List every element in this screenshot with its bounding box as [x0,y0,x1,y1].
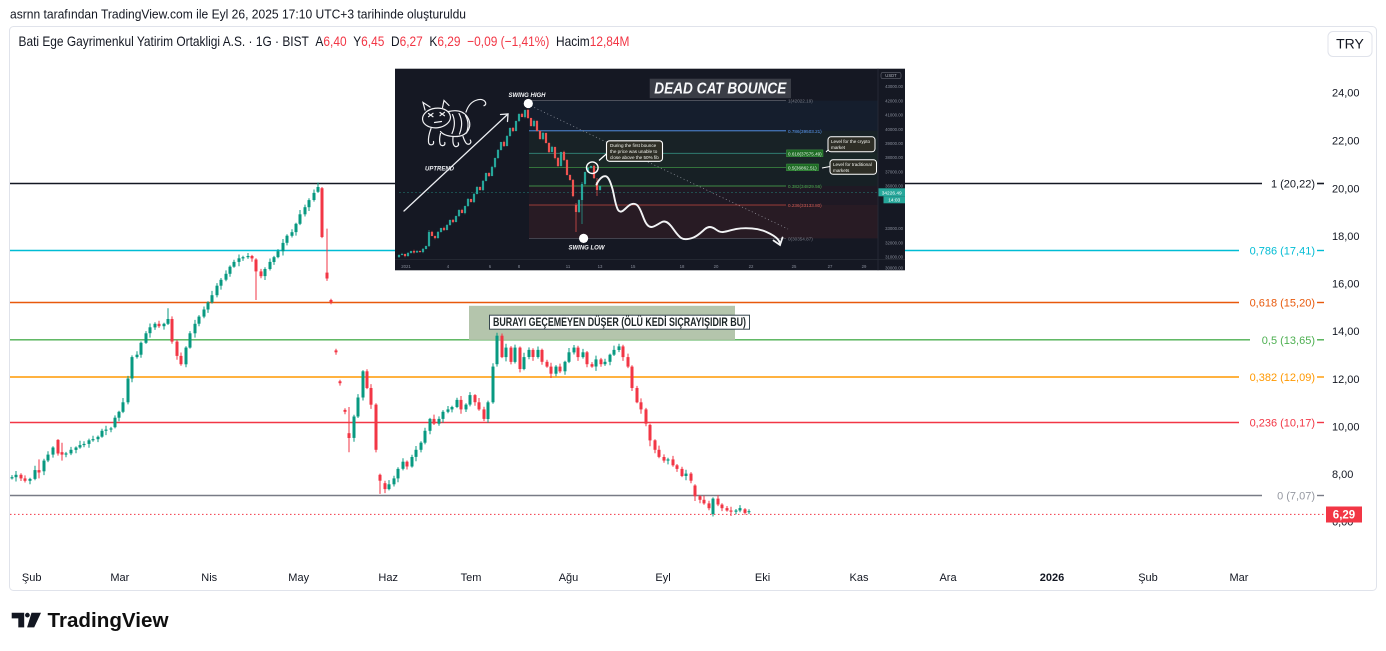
svg-text:27: 27 [828,264,833,269]
svg-text:Ara: Ara [939,572,957,584]
svg-text:DEAD CAT BOUNCE: DEAD CAT BOUNCE [654,81,787,98]
svg-text:12,00: 12,00 [1332,374,1360,386]
svg-text:Mar: Mar [110,572,129,584]
svg-text:2026: 2026 [1040,572,1064,584]
svg-text:20: 20 [714,264,719,269]
svg-text:0,236 (10,17): 0,236 (10,17) [1250,418,1315,430]
svg-text:UPTREND: UPTREND [425,167,455,173]
svg-text:4: 4 [447,264,450,269]
svg-text:13: 13 [598,264,603,269]
svg-text:Level for traditional: Level for traditional [833,162,872,167]
svg-text:Mar: Mar [1230,572,1249,584]
svg-text:0.618(37575.49): 0.618(37575.49) [788,151,822,156]
svg-text:SWING LOW: SWING LOW [569,246,606,252]
svg-text:TRY: TRY [1336,36,1364,52]
svg-text:Bati Ege Gayrimenkul Yatirim O: Bati Ege Gayrimenkul Yatirim Ortakligi A… [19,33,630,49]
svg-text:0,5 (13,65): 0,5 (13,65) [1262,335,1315,347]
svg-text:Tem: Tem [461,572,482,584]
svg-text:Eki: Eki [755,572,770,584]
svg-text:0,618 (15,20): 0,618 (15,20) [1250,298,1315,310]
svg-text:40000.00: 40000.00 [885,127,904,132]
svg-text:May: May [288,572,309,584]
svg-text:Nis: Nis [201,572,217,584]
svg-text:Şub: Şub [1138,572,1158,584]
svg-text:markets: markets [833,168,850,173]
svg-text:Şub: Şub [22,572,42,584]
svg-text:0.236(33133.80): 0.236(33133.80) [788,203,822,208]
svg-text:16,00: 16,00 [1332,279,1360,291]
svg-text:the price was unable to: the price was unable to [610,149,658,154]
svg-text:0.786(39503.21): 0.786(39503.21) [788,129,822,134]
svg-text:1(42022.19): 1(42022.19) [788,99,813,104]
svg-text:Level for the crypto: Level for the crypto [831,139,871,144]
svg-text:36000.00: 36000.00 [885,184,904,189]
svg-text:1 (20,22): 1 (20,22) [1271,179,1315,191]
svg-text:0 (7,07): 0 (7,07) [1277,491,1315,503]
svg-text:BURAYI GEÇEMEYEN DÜŞER (ÖLÜ KE: BURAYI GEÇEMEYEN DÜŞER (ÖLÜ KEDİ SIÇRAYI… [493,314,746,329]
svg-text:43000.00: 43000.00 [885,84,904,89]
svg-text:Kas: Kas [850,572,869,584]
svg-text:Eyl: Eyl [655,572,670,584]
svg-text:18: 18 [680,264,685,269]
svg-text:0.382(34829.56): 0.382(34829.56) [788,184,822,189]
svg-text:Haz: Haz [378,572,398,584]
svg-text:14:03: 14:03 [888,198,900,204]
svg-text:0(30354.87): 0(30354.87) [788,236,813,241]
svg-text:29: 29 [862,264,867,269]
svg-text:41000.00: 41000.00 [885,113,904,118]
svg-text:32000.00: 32000.00 [885,240,904,245]
svg-text:During the first bounce: During the first bounce [610,143,657,148]
svg-text:8: 8 [518,264,521,269]
svg-text:14,00: 14,00 [1332,326,1360,338]
svg-text:0,382 (12,09): 0,382 (12,09) [1250,372,1315,384]
svg-text:11: 11 [566,264,571,269]
svg-text:15: 15 [631,264,636,269]
svg-text:10,00: 10,00 [1332,421,1360,433]
svg-text:SWING HIGH: SWING HIGH [509,93,547,99]
svg-text:0,786 (17,41): 0,786 (17,41) [1250,246,1315,258]
svg-text:6,29: 6,29 [1333,510,1355,522]
svg-text:25: 25 [792,264,797,269]
svg-text:0.5(36862.51): 0.5(36862.51) [788,166,817,171]
svg-text:30000.00: 30000.00 [885,266,904,271]
svg-text:20,00: 20,00 [1332,183,1360,195]
svg-text:8,00: 8,00 [1332,469,1353,481]
svg-text:TradingView: TradingView [48,610,169,632]
svg-text:33000.00: 33000.00 [885,226,904,231]
svg-text:31000.00: 31000.00 [885,255,904,260]
svg-text:38000.00: 38000.00 [885,155,904,160]
svg-text:2021: 2021 [401,264,411,269]
svg-text:24,00: 24,00 [1332,88,1360,100]
svg-text:Ağu: Ağu [559,572,579,584]
svg-text:18,00: 18,00 [1332,231,1360,243]
svg-text:34226.49: 34226.49 [882,191,902,197]
svg-text:close above the 50% fib: close above the 50% fib [610,155,659,160]
svg-text:22: 22 [749,264,754,269]
svg-text:market: market [831,145,846,150]
svg-text:asrnn tarafından TradingView.c: asrnn tarafından TradingView.com ile Eyl… [10,8,466,22]
svg-text:USDT: USDT [885,73,897,78]
svg-text:39000.00: 39000.00 [885,141,904,146]
svg-text:42000.00: 42000.00 [885,98,904,103]
svg-text:37000.00: 37000.00 [885,169,904,174]
svg-text:22,00: 22,00 [1332,136,1360,148]
svg-text:6: 6 [489,264,492,269]
